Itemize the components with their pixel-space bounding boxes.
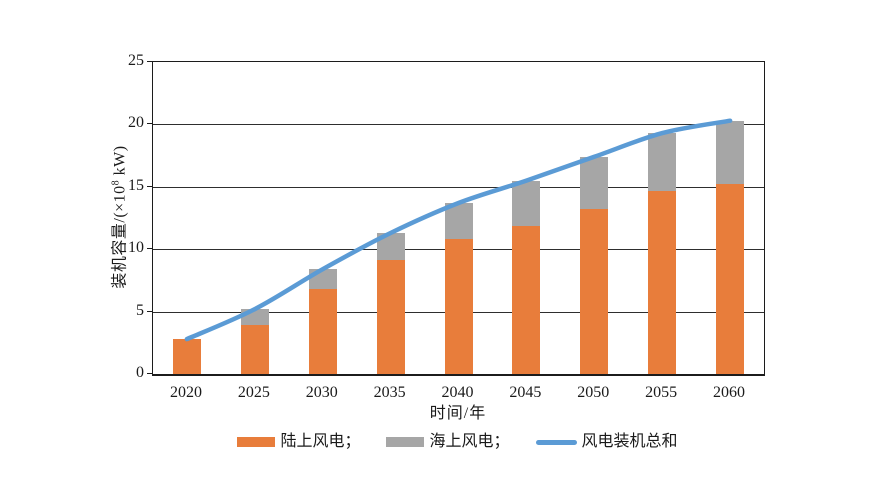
y-tick-mark-20 [147,123,152,124]
y-tick-label-15: 15 [128,177,144,194]
y-tick-mark-25 [147,61,152,62]
offshore-swatch-icon [386,437,425,447]
x-tick-label-2025: 2025 [237,384,270,401]
y-tick-mark-5 [147,311,152,312]
legend-item-offshore: 海上风电； [386,432,510,452]
bar-onshore-2025 [240,325,269,374]
y-tick-label-0: 0 [136,364,144,381]
plot-area [152,61,765,376]
legend-label-onshore: 陆上风电； [280,433,361,450]
y-axis-title-suffix: kW) [112,145,129,180]
bar-onshore-2020 [172,339,201,374]
bar-offshore-2025 [240,309,269,326]
y-tick-mark-15 [147,186,152,187]
x-tick-label-2050: 2050 [577,384,610,401]
bar-offshore-2030 [308,269,337,290]
y-axis-title-prefix: 装机容量/(×10 [112,185,129,289]
gridline-20 [153,124,764,125]
bar-onshore-2045 [512,225,541,374]
y-tick-label-10: 10 [128,239,144,256]
bar-offshore-2035 [376,232,405,261]
bar-onshore-2030 [308,289,337,374]
bar-offshore-2050 [580,156,609,210]
bar-offshore-2060 [716,120,745,185]
x-tick-label-2020: 2020 [169,384,202,401]
x-tick-label-2040: 2040 [441,384,474,401]
y-tick-label-25: 25 [128,52,144,69]
y-tick-mark-0 [147,373,152,374]
bar-offshore-2045 [512,180,541,226]
legend-item-onshore: 陆上风电； [237,432,360,452]
legend: 陆上风电； 海上风电； 风电装机总和 [152,431,763,453]
bar-onshore-2050 [580,209,609,374]
y-tick-label-5: 5 [136,302,144,319]
bar-offshore-2040 [444,203,473,240]
bar-onshore-2055 [648,190,677,374]
x-tick-label-2045: 2045 [509,384,542,401]
x-tick-label-2030: 2030 [305,384,338,401]
legend-item-total: 风电装机总和 [535,432,678,452]
y-tick-label-20: 20 [128,114,144,131]
total-line-swatch-icon [535,439,577,445]
bar-onshore-2035 [376,260,405,374]
y-axis-title: 装机容量/(×108 kW) [96,61,140,373]
legend-label-offshore: 海上风电； [429,433,510,450]
x-tick-label-2060: 2060 [713,384,746,401]
x-tick-label-2035: 2035 [373,384,406,401]
x-tick-label-2055: 2055 [645,384,678,401]
onshore-swatch-icon [237,437,276,447]
y-tick-mark-10 [147,248,152,249]
bar-onshore-2060 [716,184,745,374]
legend-label-total: 风电装机总和 [581,433,678,450]
x-axis-title: 时间/年 [429,405,487,422]
bar-onshore-2040 [444,239,473,374]
bar-offshore-2055 [648,133,677,191]
